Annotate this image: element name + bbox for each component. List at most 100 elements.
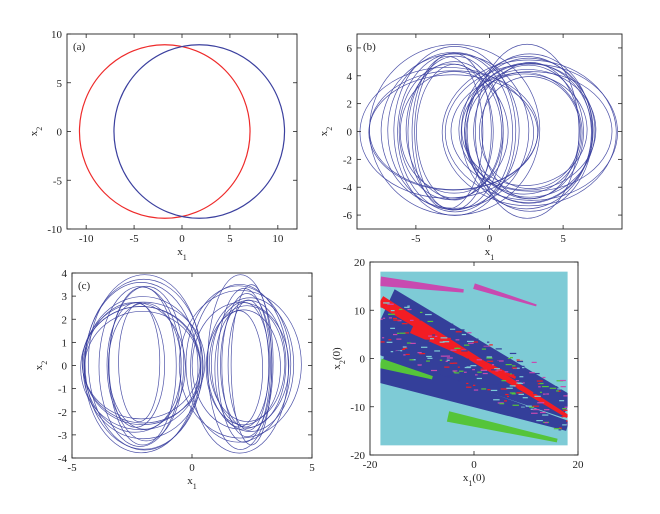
y-tick-label: -20 xyxy=(350,450,365,462)
basin-speckle xyxy=(510,357,513,359)
basin-speckle xyxy=(463,371,467,373)
basin-speckle xyxy=(506,371,511,373)
y-axis-label: x2 xyxy=(318,127,334,137)
basin-speckle xyxy=(488,352,494,354)
x-axis-label: x1(0) xyxy=(463,472,486,488)
trajectory-loop xyxy=(80,305,202,431)
basin-speckle xyxy=(543,385,548,387)
trajectory-loop xyxy=(84,278,203,450)
basin-speckle xyxy=(455,331,462,333)
basin-speckle xyxy=(390,351,394,353)
basin-speckle xyxy=(470,365,477,367)
trajectory-bundle xyxy=(80,274,302,454)
basin-speckle xyxy=(423,339,430,341)
basin-speckle xyxy=(466,340,474,343)
basin-speckle xyxy=(491,383,499,385)
basin-band xyxy=(380,358,433,380)
basin-speckle xyxy=(512,404,519,406)
basin-speckle xyxy=(390,327,396,329)
basin-speckle xyxy=(380,318,383,320)
basin-speckle xyxy=(533,372,540,375)
basin-speckle xyxy=(484,369,492,371)
basin-speckle xyxy=(454,359,461,361)
basin-speckle xyxy=(457,366,460,368)
basin-speckle xyxy=(476,359,482,361)
basin-speckle xyxy=(407,305,410,307)
basin-speckle xyxy=(396,350,401,352)
x-tick-label: 0 xyxy=(189,462,195,474)
y-tick-label: 6 xyxy=(347,43,353,55)
basin-speckle xyxy=(399,332,406,334)
basin-speckle xyxy=(466,382,469,385)
x-tick-label: 5 xyxy=(227,233,233,245)
y-tick-label: 0 xyxy=(62,361,68,373)
basin-speckle xyxy=(564,406,568,408)
trajectory-loop xyxy=(209,305,286,422)
trajectory-loop xyxy=(82,296,204,440)
basin-speckle xyxy=(489,344,493,346)
basin-speckle xyxy=(515,380,520,382)
trajectory-bundle xyxy=(359,43,618,219)
basin-speckle xyxy=(506,387,513,389)
trajectory-loop xyxy=(178,290,302,439)
basin-speckle xyxy=(446,337,451,339)
basin-speckle xyxy=(558,429,562,431)
y-tick-label: 0 xyxy=(347,127,353,139)
basin-speckle xyxy=(480,368,486,370)
basin-speckle xyxy=(428,335,432,337)
basin-speckle xyxy=(562,424,567,426)
y-tick-label: -6 xyxy=(343,210,353,222)
trajectory-loop xyxy=(444,63,618,201)
basin-speckle xyxy=(493,399,500,401)
basin-speckle xyxy=(487,389,491,391)
basin-speckle xyxy=(516,360,524,363)
basin-speckle xyxy=(524,383,531,385)
basin-speckle xyxy=(500,388,508,390)
basin-band xyxy=(380,354,568,431)
trajectory-loop xyxy=(220,302,270,428)
basin-speckle xyxy=(511,367,517,369)
y-tick-label: -3 xyxy=(58,430,68,442)
basin-speckle xyxy=(393,319,400,321)
trajectory-loop xyxy=(84,310,201,426)
basin-speckle xyxy=(521,406,525,408)
panel-b: -5 0 5 -6 -4 -2 0 2 4 6 x1 x2 (b) xyxy=(318,33,623,262)
basin-speckle xyxy=(537,390,545,392)
basin-speckle xyxy=(467,342,474,344)
basin-speckle xyxy=(409,319,414,321)
basin-speckle xyxy=(427,320,434,323)
basin-speckle xyxy=(525,405,532,407)
x-tick-label: 0 xyxy=(471,459,477,471)
basin-speckle xyxy=(415,334,418,336)
basin-speckle xyxy=(563,395,568,397)
basin-speckle xyxy=(566,423,568,425)
basin-speckle xyxy=(519,376,524,378)
basin-speckle xyxy=(442,341,450,343)
basin-speckle xyxy=(481,348,486,350)
basin-speckle xyxy=(531,412,538,414)
x-axis-label: x1 xyxy=(485,246,495,262)
basin-speckle xyxy=(404,306,410,308)
basin-speckle xyxy=(457,379,461,381)
basin-speckle xyxy=(497,364,500,367)
basin-speckle xyxy=(446,357,453,359)
basin-speckle xyxy=(486,357,493,359)
basin-speckle xyxy=(483,345,490,348)
basin-speckle xyxy=(461,333,467,336)
basin-speckle xyxy=(473,348,477,350)
x-tick-label: -5 xyxy=(411,233,421,245)
x-tick-label: 0 xyxy=(487,233,493,245)
basin-speckle xyxy=(439,341,445,343)
basin-speckle xyxy=(538,386,541,388)
basin-speckle xyxy=(472,384,476,386)
basin-speckle xyxy=(508,405,514,407)
basin-speckle xyxy=(445,355,451,357)
basin-speckle xyxy=(511,387,517,389)
basin-speckle xyxy=(410,342,416,344)
basin-speckle xyxy=(403,347,408,349)
basin-speckle xyxy=(553,428,561,430)
trajectory-loop xyxy=(227,299,270,431)
basin-speckle xyxy=(499,403,505,405)
basin-speckle xyxy=(472,341,478,343)
basin-speckle xyxy=(449,362,454,364)
